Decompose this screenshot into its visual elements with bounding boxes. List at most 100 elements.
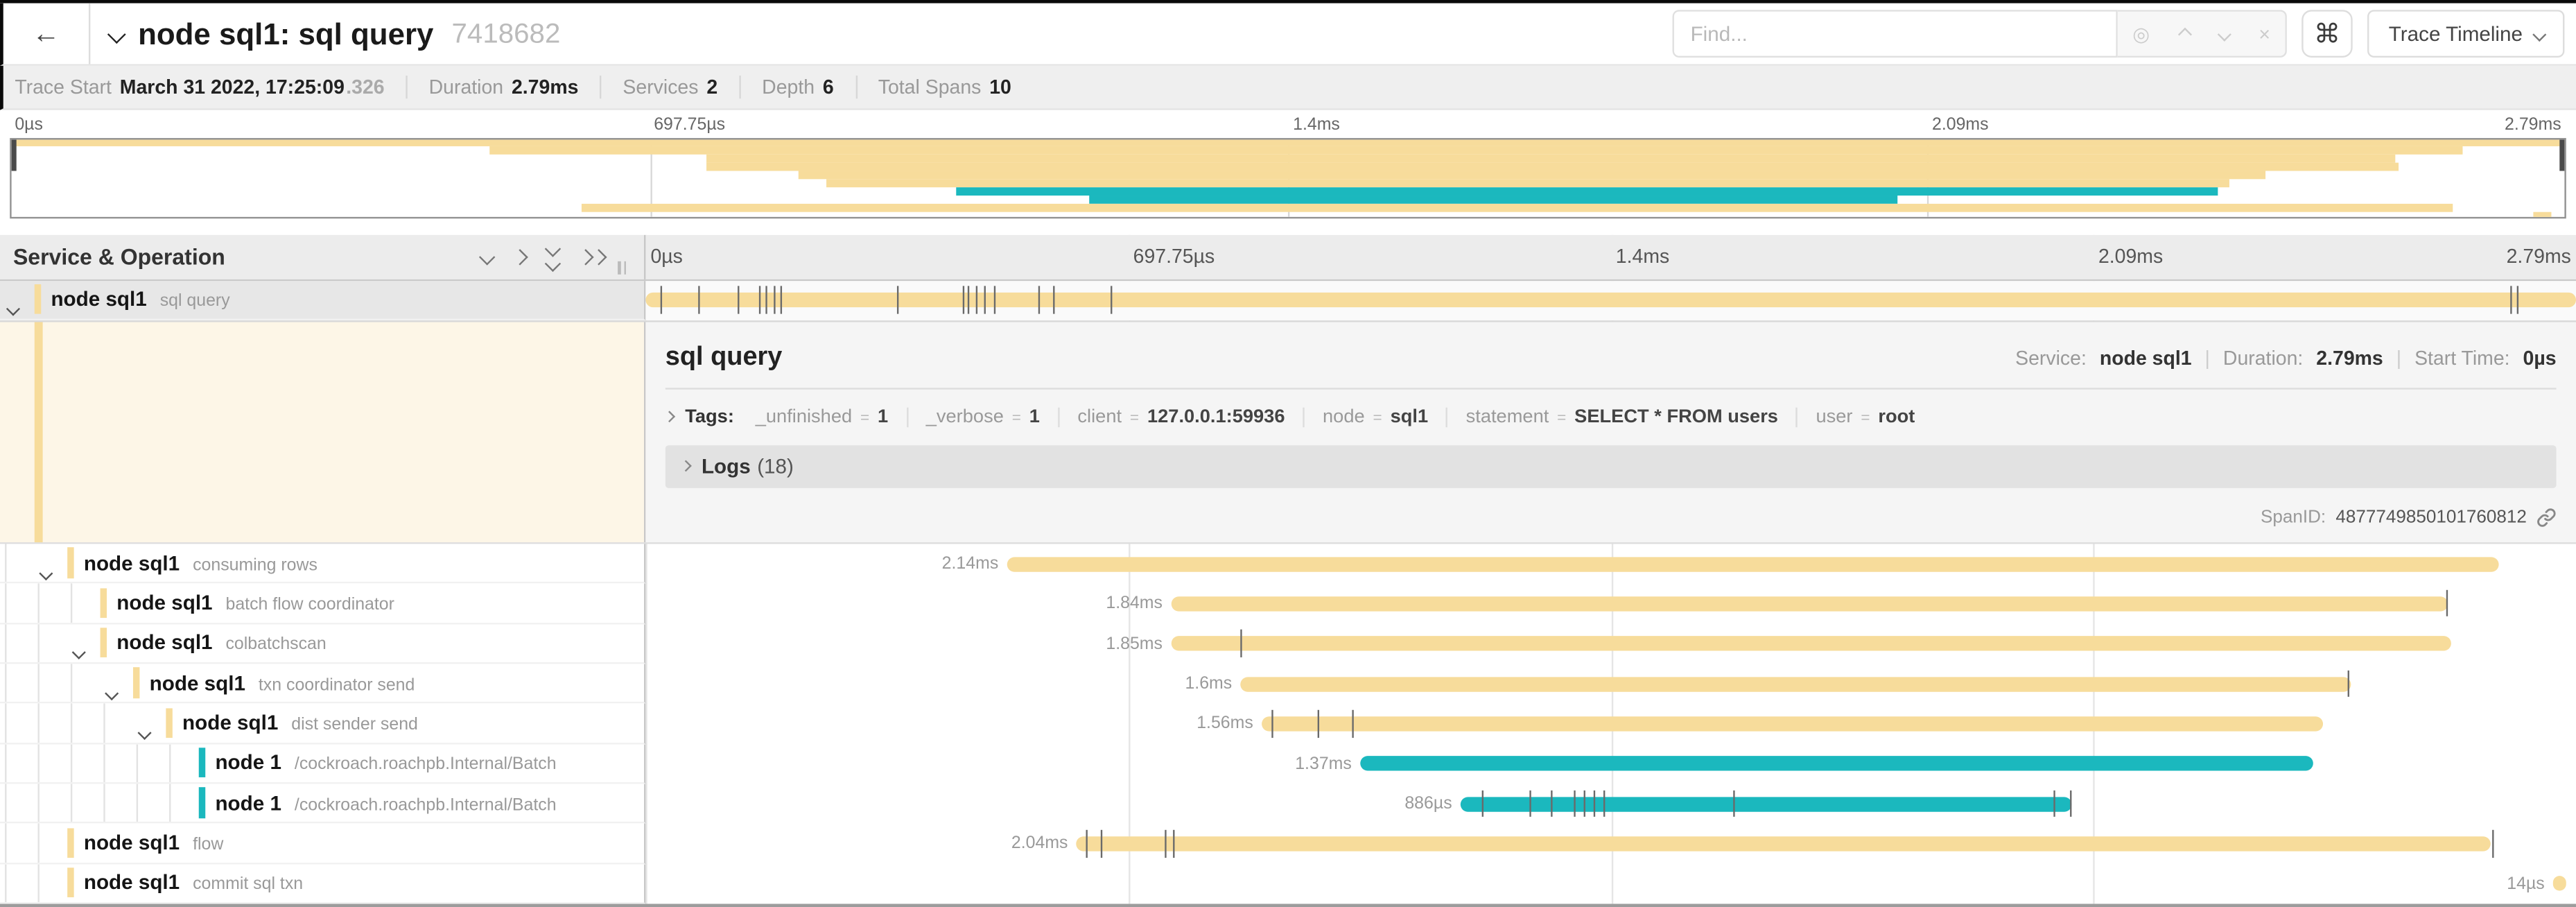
log-marker[interactable] <box>2493 829 2495 858</box>
log-marker[interactable] <box>1603 790 1605 818</box>
log-marker[interactable] <box>983 286 986 314</box>
tags-expand-chevron-icon[interactable] <box>663 411 676 423</box>
log-marker[interactable] <box>661 286 663 314</box>
span-bar[interactable] <box>1460 796 2073 811</box>
span-tree-item[interactable]: node sql1 dist sender send <box>0 703 646 744</box>
span-bar[interactable] <box>1261 716 2324 732</box>
span-tree-item[interactable]: node sql1 commit sql txn <box>0 863 646 904</box>
minimap-right-scrubber[interactable] <box>2559 139 2565 171</box>
log-marker[interactable] <box>896 286 898 314</box>
copy-link-icon[interactable] <box>2536 508 2556 527</box>
span-tree-item[interactable]: node 1/cockroach.roachpb.Internal/Batch <box>0 784 646 824</box>
span-timeline-cell[interactable]: 1.85ms <box>645 623 2576 664</box>
back-button[interactable]: ← <box>3 3 91 64</box>
log-marker[interactable] <box>1352 709 1354 737</box>
expand-one-icon[interactable] <box>511 248 528 265</box>
log-marker[interactable] <box>1111 286 1113 314</box>
span-bar[interactable] <box>1170 596 2449 612</box>
log-marker[interactable] <box>1240 630 1242 657</box>
log-marker[interactable] <box>993 286 995 314</box>
span-timeline-cell[interactable]: 14µs <box>645 864 2576 904</box>
log-marker[interactable] <box>1574 790 1576 818</box>
log-marker[interactable] <box>1101 829 1103 858</box>
span-collapse-chevron-icon[interactable] <box>39 556 53 582</box>
log-marker[interactable] <box>2070 790 2072 818</box>
span-tree-item[interactable]: node sql1 consuming rows <box>0 544 646 584</box>
log-marker[interactable] <box>765 286 767 314</box>
span-tree-item[interactable]: node sql1 flow <box>0 823 646 864</box>
log-marker[interactable] <box>968 286 970 314</box>
collapse-one-icon[interactable] <box>478 248 495 265</box>
log-marker[interactable] <box>962 286 964 314</box>
splitter-grip[interactable] <box>618 260 626 274</box>
chevron-down-icon[interactable] <box>2217 26 2231 41</box>
chevron-up-icon[interactable] <box>2177 26 2192 41</box>
indent-guide <box>5 823 7 863</box>
minimap-span <box>956 187 2218 196</box>
clear-icon[interactable]: × <box>2259 21 2271 46</box>
log-marker[interactable] <box>1052 286 1055 314</box>
log-marker[interactable] <box>1732 790 1734 818</box>
log-marker[interactable] <box>1529 790 1532 818</box>
span-bar[interactable] <box>1007 556 2499 571</box>
log-marker[interactable] <box>2446 589 2448 617</box>
log-marker[interactable] <box>2053 790 2055 818</box>
log-marker[interactable] <box>697 286 699 314</box>
log-marker[interactable] <box>1172 829 1174 858</box>
keyboard-shortcuts-button[interactable]: ⌘ <box>2301 10 2353 58</box>
span-tree-item[interactable]: node 1/cockroach.roachpb.Internal/Batch <box>0 743 646 784</box>
expand-all-icon[interactable] <box>576 248 607 265</box>
span-collapse-chevron-icon[interactable] <box>105 676 119 702</box>
logs-row[interactable]: Logs (18) <box>665 444 2557 488</box>
log-marker[interactable] <box>2510 286 2512 314</box>
logs-expand-chevron-icon[interactable] <box>680 460 692 473</box>
find-input[interactable] <box>1672 10 2118 58</box>
log-marker[interactable] <box>2348 670 2350 698</box>
minimap-span <box>580 203 2453 211</box>
span-timeline-cell[interactable]: 2.14ms <box>645 544 2576 584</box>
log-marker[interactable] <box>1165 829 1167 858</box>
span-timeline-cell[interactable]: 1.6ms <box>645 664 2576 704</box>
log-marker[interactable] <box>1086 829 1088 858</box>
span-collapse-chevron-icon[interactable] <box>6 293 21 318</box>
span-timeline-cell[interactable]: 1.37ms <box>645 744 2576 784</box>
log-marker[interactable] <box>759 286 762 314</box>
span-timeline-cell[interactable]: 2.04ms <box>645 824 2576 864</box>
span-tree-item[interactable]: node sql1 batch flow coordinator <box>0 583 646 624</box>
span-bar[interactable] <box>1170 636 2451 651</box>
log-marker[interactable] <box>738 286 740 314</box>
span-tree-item[interactable]: node sql1 colbatchscan <box>0 623 646 664</box>
span-bar[interactable] <box>645 293 2576 308</box>
span-timeline-cell[interactable]: 1.56ms <box>645 704 2576 744</box>
tags-row[interactable]: Tags: _unfinished = 1 _verbose = 1 client = 127.… <box>663 402 2557 432</box>
trace-view-dropdown[interactable]: Trace Timeline <box>2367 10 2565 58</box>
log-marker[interactable] <box>1037 286 1039 314</box>
log-marker[interactable] <box>1481 790 1483 818</box>
span-tree-item[interactable]: node sql1 txn coordinator send <box>0 664 646 704</box>
log-marker[interactable] <box>1583 790 1586 818</box>
collapse-trace-chevron-icon[interactable] <box>107 19 126 49</box>
span-collapse-chevron-icon[interactable] <box>137 716 152 742</box>
log-marker[interactable] <box>1593 790 1595 818</box>
span-bar[interactable] <box>2552 876 2567 892</box>
log-marker[interactable] <box>2516 286 2518 314</box>
log-marker[interactable] <box>1271 709 1273 737</box>
span-bar[interactable] <box>1076 836 2491 852</box>
span-timeline-cell[interactable] <box>645 280 2576 320</box>
span-collapse-chevron-icon[interactable] <box>71 637 86 662</box>
span-timeline-cell[interactable]: 1.84ms <box>645 584 2576 624</box>
trace-title-group[interactable]: node sql1: sql query 7418682 <box>107 16 561 52</box>
span-bar[interactable] <box>1240 676 2351 691</box>
log-marker[interactable] <box>1317 709 1319 737</box>
span-timeline-cell[interactable]: 886µs <box>645 784 2576 824</box>
target-icon[interactable]: ◎ <box>2132 21 2150 46</box>
span-tree-item[interactable]: node sql1 sql query <box>0 280 646 320</box>
log-marker[interactable] <box>975 286 977 314</box>
collapse-all-icon[interactable] <box>543 241 561 272</box>
span-bar[interactable] <box>1359 756 2314 772</box>
log-marker[interactable] <box>781 286 783 314</box>
log-marker[interactable] <box>1551 790 1553 818</box>
log-marker[interactable] <box>773 286 775 314</box>
minimap-canvas[interactable] <box>10 137 2566 218</box>
minimap-left-scrubber[interactable] <box>11 139 17 171</box>
